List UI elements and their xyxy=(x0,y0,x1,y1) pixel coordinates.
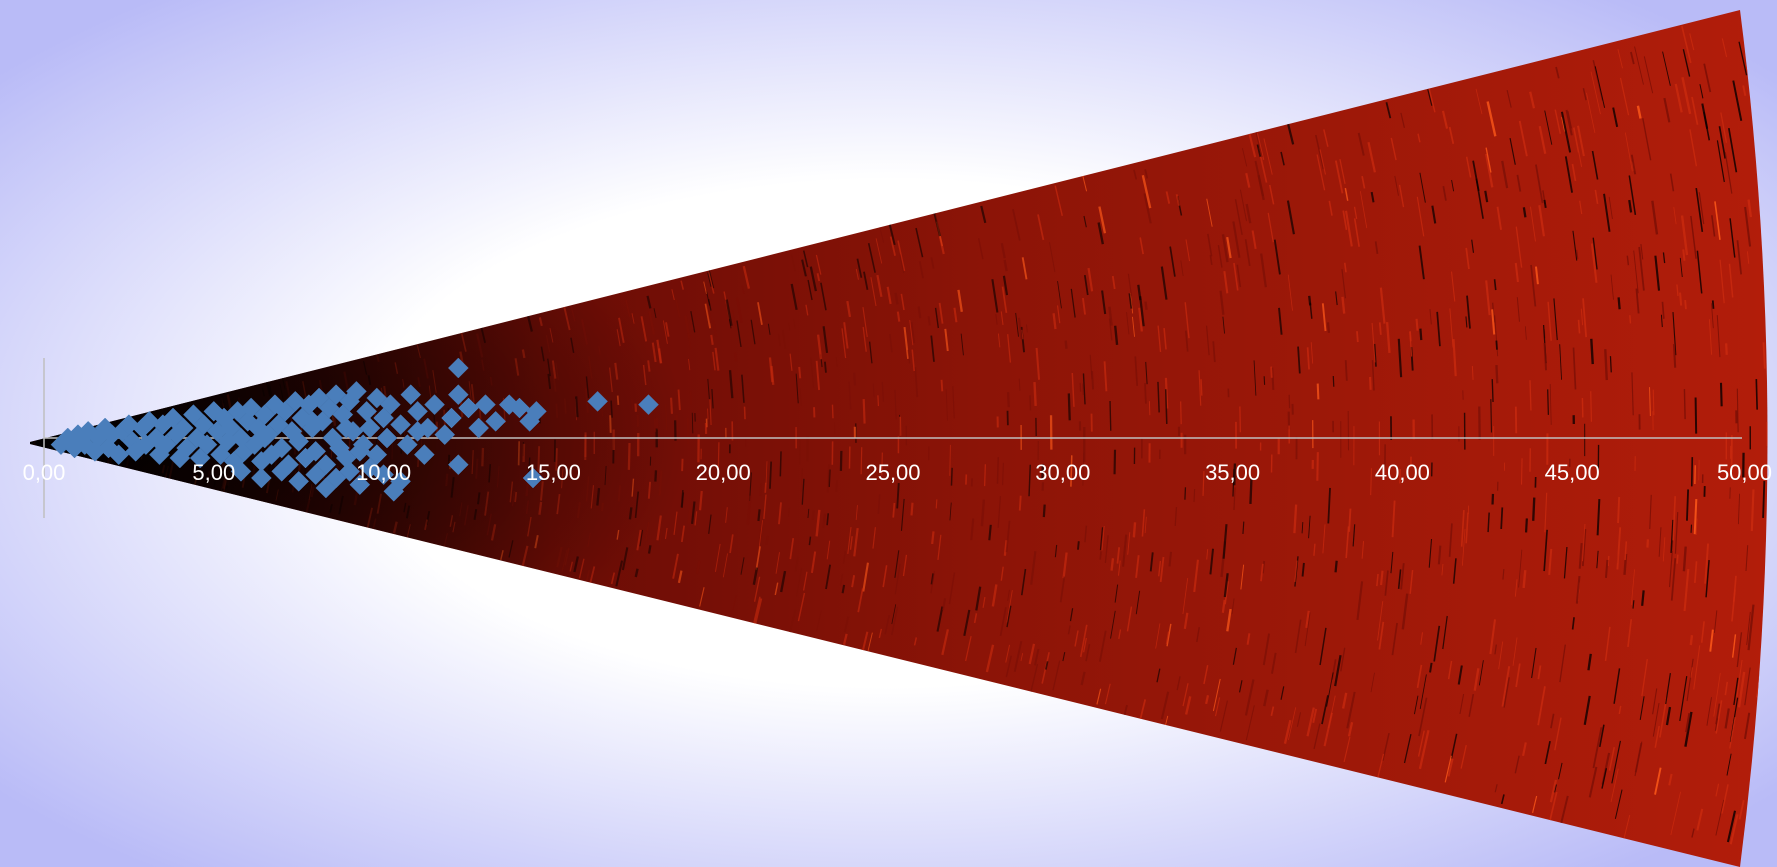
x-tick-label: 50,00 xyxy=(1717,460,1772,485)
x-tick-label: 25,00 xyxy=(865,460,920,485)
data-point xyxy=(413,444,435,466)
x-tick-label: 30,00 xyxy=(1035,460,1090,485)
data-point xyxy=(447,454,469,476)
data-point xyxy=(359,417,381,439)
data-point xyxy=(522,467,544,489)
data-point xyxy=(526,400,547,422)
x-tick-label: 15,00 xyxy=(526,460,581,485)
data-point xyxy=(434,424,456,446)
data-point xyxy=(441,407,462,429)
data-point xyxy=(349,474,371,496)
data-point xyxy=(397,434,418,456)
data-point xyxy=(250,467,272,489)
data-point xyxy=(339,460,360,482)
data-point xyxy=(366,444,388,466)
data-point xyxy=(305,440,327,462)
data-point xyxy=(424,394,445,416)
data-point xyxy=(237,410,259,432)
data-point xyxy=(196,434,218,456)
data-point xyxy=(509,397,530,419)
data-point xyxy=(271,460,293,482)
data-point xyxy=(305,464,327,486)
data-point xyxy=(587,390,608,412)
data-point xyxy=(468,417,490,439)
data-point xyxy=(230,460,252,482)
data-point xyxy=(390,414,411,436)
x-tick-labels: 0,00 5,00 10,00 15,00 20,00 25,00 30,00 35,00 40… xyxy=(23,460,1772,485)
data-point xyxy=(301,410,323,432)
data-point xyxy=(400,384,422,406)
data-point xyxy=(352,434,374,456)
data-point xyxy=(485,410,507,432)
data-point xyxy=(380,394,401,416)
data-point xyxy=(373,464,394,486)
x-tick-label: 45,00 xyxy=(1545,460,1600,485)
data-point xyxy=(475,394,496,416)
data-point xyxy=(407,420,428,442)
x-tick-label: 5,00 xyxy=(192,460,235,485)
data-point xyxy=(447,357,469,379)
x-tick-label: 40,00 xyxy=(1375,460,1430,485)
data-point xyxy=(288,470,310,492)
data-point xyxy=(172,417,194,439)
scatter-points xyxy=(50,357,659,502)
data-point xyxy=(638,394,659,416)
data-point xyxy=(254,427,276,449)
x-tick-label: 20,00 xyxy=(696,460,751,485)
data-point xyxy=(346,380,367,402)
x-tick-label: 35,00 xyxy=(1205,460,1260,485)
data-point xyxy=(271,437,293,459)
x-tick-label: 10,00 xyxy=(356,460,411,485)
data-point xyxy=(390,470,411,492)
data-point xyxy=(447,384,469,406)
data-point xyxy=(288,430,310,452)
data-point xyxy=(376,427,398,449)
x-tick-label: 0,00 xyxy=(23,460,66,485)
data-point xyxy=(335,417,357,439)
